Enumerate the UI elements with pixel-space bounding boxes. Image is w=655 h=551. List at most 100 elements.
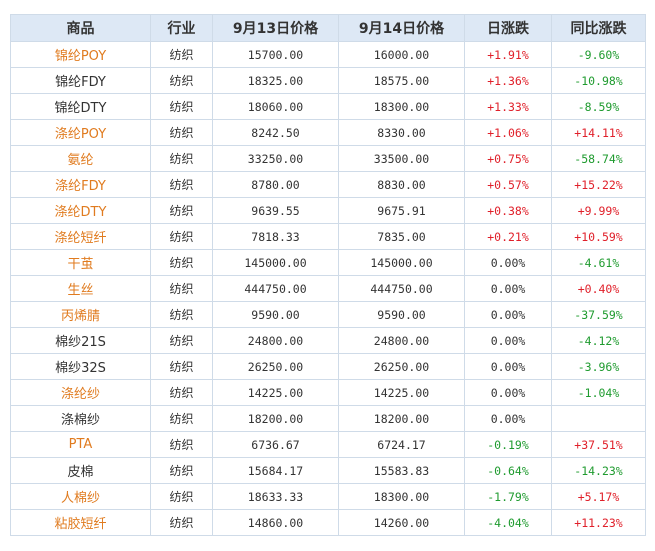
- price-sep13-cell: 9639.55: [212, 197, 339, 224]
- yoy-change-cell: +9.99%: [551, 197, 646, 224]
- price-sep14-cell: 7835.00: [338, 223, 465, 250]
- commodity-name-cell[interactable]: 涤纶POY: [10, 119, 151, 146]
- table-row: 涤纶短纤 纺织 7818.33 7835.00 +0.21% +10.59%: [10, 223, 646, 250]
- commodity-name-cell: 锦纶DTY: [10, 93, 151, 120]
- commodity-name-cell[interactable]: 粘胶短纤: [10, 509, 151, 536]
- commodity-name-cell: 皮棉: [10, 457, 151, 484]
- industry-cell: 纺织: [150, 275, 213, 302]
- daily-change-cell: +1.36%: [464, 67, 552, 94]
- yoy-change-cell: -4.12%: [551, 327, 646, 354]
- daily-change-cell: 0.00%: [464, 405, 552, 432]
- yoy-change-cell: -14.23%: [551, 457, 646, 484]
- table-row: 涤棉纱 纺织 18200.00 18200.00 0.00%: [10, 405, 646, 432]
- table-row: 锦纶POY 纺织 15700.00 16000.00 +1.91% -9.60%: [10, 41, 646, 68]
- table-row: 生丝 纺织 444750.00 444750.00 0.00% +0.40%: [10, 275, 646, 302]
- industry-cell: 纺织: [150, 509, 213, 536]
- table-row: 涤纶FDY 纺织 8780.00 8830.00 +0.57% +15.22%: [10, 171, 646, 198]
- table-row: 氨纶 纺织 33250.00 33500.00 +0.75% -58.74%: [10, 145, 646, 172]
- daily-change-cell: 0.00%: [464, 379, 552, 406]
- price-sep13-cell: 26250.00: [212, 353, 339, 380]
- yoy-change-cell: +10.59%: [551, 223, 646, 250]
- price-sep13-cell: 18325.00: [212, 67, 339, 94]
- yoy-change-cell: -1.04%: [551, 379, 646, 406]
- commodity-name-cell[interactable]: 干茧: [10, 249, 151, 276]
- price-sep14-cell: 8330.00: [338, 119, 465, 146]
- daily-change-cell: +1.06%: [464, 119, 552, 146]
- industry-cell: 纺织: [150, 249, 213, 276]
- industry-cell: 纺织: [150, 145, 213, 172]
- yoy-change-cell: +37.51%: [551, 431, 646, 458]
- industry-cell: 纺织: [150, 431, 213, 458]
- price-sep13-cell: 145000.00: [212, 249, 339, 276]
- commodity-name-cell[interactable]: PTA: [10, 431, 151, 458]
- col-header-industry: 行业: [150, 14, 213, 42]
- price-sep13-cell: 18060.00: [212, 93, 339, 120]
- industry-cell: 纺织: [150, 41, 213, 68]
- price-sep14-cell: 6724.17: [338, 431, 465, 458]
- commodity-name-cell[interactable]: 锦纶POY: [10, 41, 151, 68]
- commodity-name-cell[interactable]: 涤纶短纤: [10, 223, 151, 250]
- commodity-name-cell[interactable]: 丙烯腈: [10, 301, 151, 328]
- col-header-price-sep14: 9月14日价格: [338, 14, 465, 42]
- daily-change-cell: +1.91%: [464, 41, 552, 68]
- commodity-name-cell: 棉纱21S: [10, 327, 151, 354]
- commodity-name-cell: 棉纱32S: [10, 353, 151, 380]
- table-row: 锦纶FDY 纺织 18325.00 18575.00 +1.36% -10.98%: [10, 67, 646, 94]
- table-row: 锦纶DTY 纺织 18060.00 18300.00 +1.33% -8.59%: [10, 93, 646, 120]
- yoy-change-cell: [551, 405, 646, 432]
- price-sep13-cell: 33250.00: [212, 145, 339, 172]
- commodity-name-cell[interactable]: 氨纶: [10, 145, 151, 172]
- industry-cell: 纺织: [150, 353, 213, 380]
- yoy-change-cell: +0.40%: [551, 275, 646, 302]
- col-header-daily-change: 日涨跌: [464, 14, 552, 42]
- commodity-name-cell[interactable]: 涤纶DTY: [10, 197, 151, 224]
- yoy-change-cell: -9.60%: [551, 41, 646, 68]
- industry-cell: 纺织: [150, 119, 213, 146]
- commodity-name-cell[interactable]: 涤纶FDY: [10, 171, 151, 198]
- table-row: 涤纶DTY 纺织 9639.55 9675.91 +0.38% +9.99%: [10, 197, 646, 224]
- price-sep14-cell: 18300.00: [338, 93, 465, 120]
- price-sep14-cell: 16000.00: [338, 41, 465, 68]
- table-row: 棉纱32S 纺织 26250.00 26250.00 0.00% -3.96%: [10, 353, 646, 380]
- price-sep13-cell: 444750.00: [212, 275, 339, 302]
- commodity-name-cell[interactable]: 人棉纱: [10, 483, 151, 510]
- price-sep14-cell: 26250.00: [338, 353, 465, 380]
- daily-change-cell: -4.04%: [464, 509, 552, 536]
- commodity-name-cell[interactable]: 涤纶纱: [10, 379, 151, 406]
- price-sep14-cell: 14225.00: [338, 379, 465, 406]
- industry-cell: 纺织: [150, 93, 213, 120]
- price-sep14-cell: 18300.00: [338, 483, 465, 510]
- col-header-yoy-change: 同比涨跌: [551, 14, 646, 42]
- table-row: PTA 纺织 6736.67 6724.17 -0.19% +37.51%: [10, 431, 646, 458]
- table-header-row: 商品 行业 9月13日价格 9月14日价格 日涨跌 同比涨跌: [10, 14, 646, 42]
- daily-change-cell: +1.33%: [464, 93, 552, 120]
- daily-change-cell: +0.21%: [464, 223, 552, 250]
- yoy-change-cell: -58.74%: [551, 145, 646, 172]
- price-sep14-cell: 14260.00: [338, 509, 465, 536]
- daily-change-cell: +0.57%: [464, 171, 552, 198]
- price-sep14-cell: 24800.00: [338, 327, 465, 354]
- price-sep13-cell: 14860.00: [212, 509, 339, 536]
- table-row: 棉纱21S 纺织 24800.00 24800.00 0.00% -4.12%: [10, 327, 646, 354]
- price-sep14-cell: 145000.00: [338, 249, 465, 276]
- yoy-change-cell: -4.61%: [551, 249, 646, 276]
- industry-cell: 纺织: [150, 171, 213, 198]
- daily-change-cell: 0.00%: [464, 327, 552, 354]
- industry-cell: 纺织: [150, 483, 213, 510]
- commodity-name-cell[interactable]: 生丝: [10, 275, 151, 302]
- price-sep14-cell: 8830.00: [338, 171, 465, 198]
- industry-cell: 纺织: [150, 197, 213, 224]
- yoy-change-cell: +11.23%: [551, 509, 646, 536]
- daily-change-cell: 0.00%: [464, 353, 552, 380]
- industry-cell: 纺织: [150, 223, 213, 250]
- daily-change-cell: +0.38%: [464, 197, 552, 224]
- yoy-change-cell: -3.96%: [551, 353, 646, 380]
- col-header-price-sep13: 9月13日价格: [212, 14, 339, 42]
- daily-change-cell: -0.64%: [464, 457, 552, 484]
- industry-cell: 纺织: [150, 327, 213, 354]
- yoy-change-cell: -10.98%: [551, 67, 646, 94]
- commodity-name-cell: 涤棉纱: [10, 405, 151, 432]
- price-sep14-cell: 33500.00: [338, 145, 465, 172]
- price-sep13-cell: 24800.00: [212, 327, 339, 354]
- price-sep14-cell: 444750.00: [338, 275, 465, 302]
